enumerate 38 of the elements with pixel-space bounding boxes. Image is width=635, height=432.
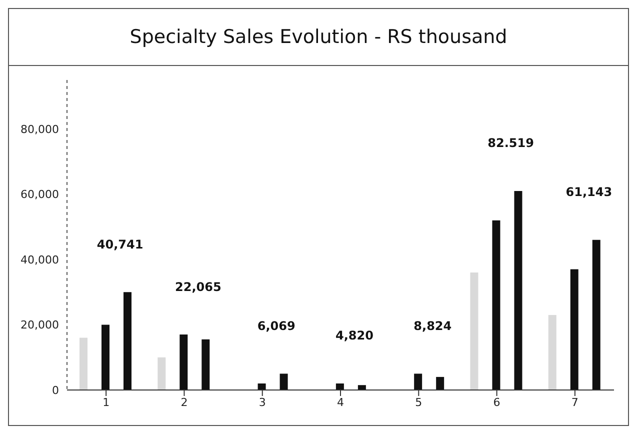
bar (592, 240, 600, 390)
bar (570, 269, 578, 390)
bar (202, 339, 210, 390)
bar (124, 292, 132, 390)
y-tick-label: 0 (52, 384, 59, 397)
bar (492, 220, 500, 390)
bar (158, 357, 166, 390)
y-tick-label: 80,000 (20, 122, 59, 136)
x-tick-label: 1 (102, 396, 110, 409)
x-tick-label: 3 (258, 396, 266, 409)
bar (258, 383, 266, 390)
annotation: 22,065 (175, 280, 222, 294)
y-tick-label: 40,000 (20, 253, 59, 266)
bar (336, 383, 344, 390)
bar (548, 314, 556, 390)
bar (180, 334, 188, 390)
y-tick-label: 20,000 (20, 318, 59, 332)
x-tick-label: 4 (337, 396, 344, 409)
annotation: 61,143 (566, 185, 612, 200)
x-tick-label: 5 (415, 396, 422, 409)
bar (436, 376, 444, 390)
bar (414, 374, 422, 390)
x-tick-label: 6 (493, 396, 500, 409)
x-tick-label: 2 (180, 396, 188, 409)
annotation: 4,820 (336, 328, 374, 343)
bar (280, 374, 288, 390)
bar (470, 272, 478, 390)
bar (80, 338, 88, 390)
annotation: 8,824 (414, 318, 452, 333)
x-tick-label: 7 (571, 396, 578, 409)
bar (514, 190, 522, 390)
bar (358, 385, 366, 390)
chart-title: Specialty Sales Evolution - RS thousand (9, 9, 628, 66)
annotation: 6,069 (257, 318, 296, 333)
bar (102, 324, 110, 390)
annotation: 82.519 (488, 136, 534, 150)
y-tick-label: 60,000 (20, 188, 59, 202)
annotation: 40,741 (96, 237, 144, 252)
